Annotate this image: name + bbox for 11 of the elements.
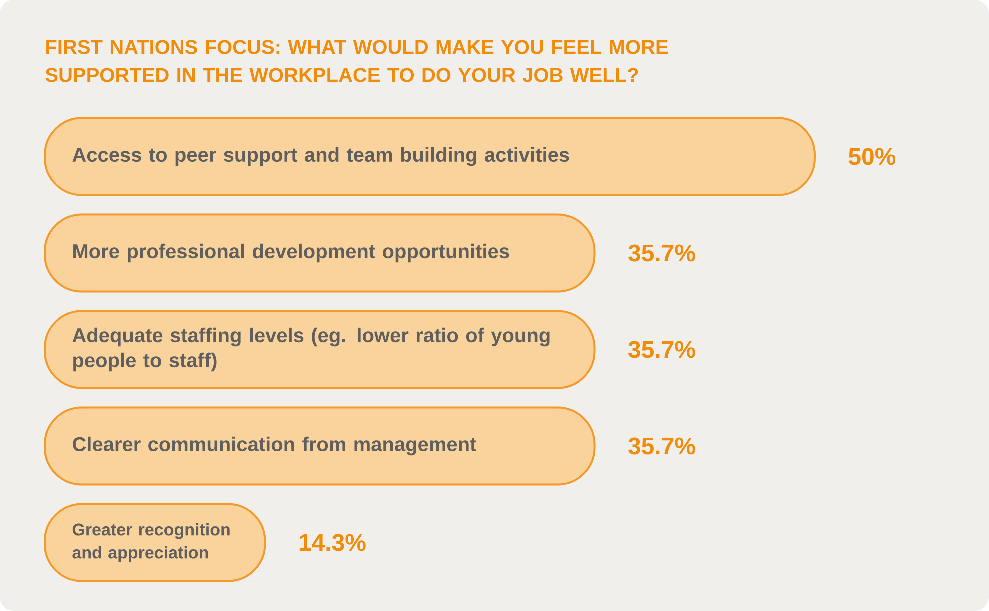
data-label: 35.7% (628, 438, 696, 455)
y-tick-label: Access to peer support and team building activities (72, 147, 570, 166)
y-tick-label: Greater recognition and appreciation (72, 523, 230, 562)
data-label: 35.7% (628, 341, 696, 358)
data-label: 14.3% (300, 534, 366, 552)
y-tick-label: More professional development opportunities (74, 244, 510, 263)
data-label: 50% (848, 148, 896, 166)
y-tick-label: Adequate staffing levels (eg. lower ratio of young people to staff) (72, 328, 550, 372)
chart-title: FIRST NATIONS FOCUS: WHAT WOULD MAKE YOU FEEL MORE SUPPORTED IN THE WORKPLACE TO DO YOUR JOB WELL? (46, 40, 668, 82)
y-tick-label: Clearer communication from management (73, 436, 476, 456)
data-label: 35.7% (628, 244, 696, 262)
